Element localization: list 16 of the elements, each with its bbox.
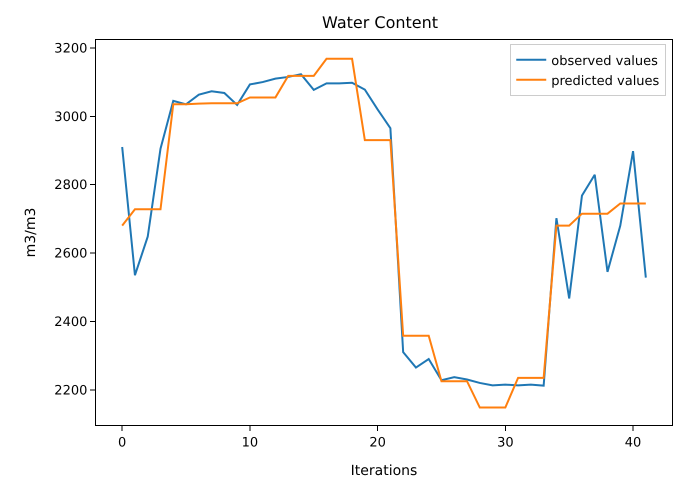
x-axis-title: Iterations <box>350 462 418 479</box>
legend-label: predicted values <box>551 74 660 89</box>
y-tick-label: 2200 <box>54 383 88 398</box>
y-tick-label: 2400 <box>54 314 88 330</box>
y-tick-label: 3200 <box>54 41 88 56</box>
legend-label: observed values <box>551 54 658 69</box>
y-tick-label: 2800 <box>54 178 88 194</box>
x-tick-label: 20 <box>369 436 386 451</box>
chart-title: Water Content <box>322 13 438 32</box>
x-tick-label: 10 <box>242 436 258 451</box>
y-tick-label: 3000 <box>54 110 88 125</box>
y-tick-label: 2600 <box>54 246 88 262</box>
x-tick-label: 40 <box>624 436 642 451</box>
x-tick-label: 30 <box>497 436 514 451</box>
x-tick-label: 0 <box>118 436 126 451</box>
y-axis-title: m3/m3 <box>22 208 39 258</box>
